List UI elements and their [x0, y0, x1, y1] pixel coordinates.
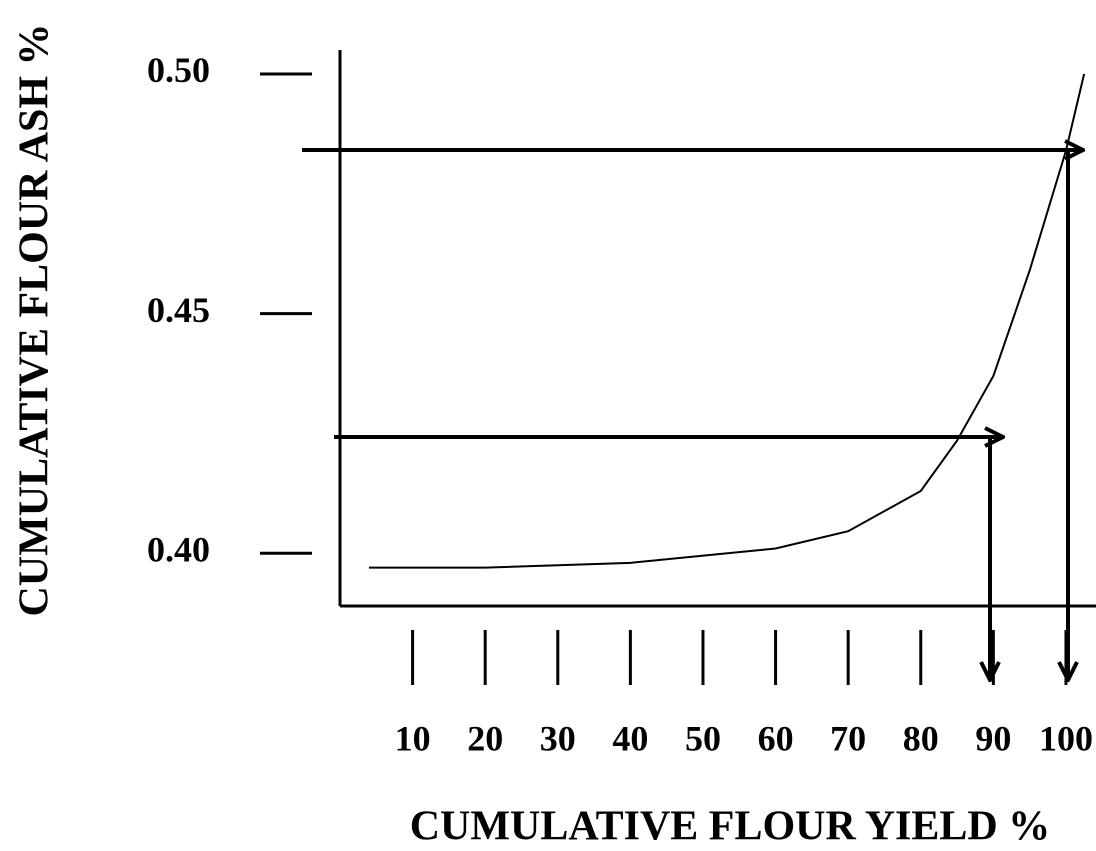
x-tick-label: 40	[612, 718, 648, 758]
x-tick-label: 90	[975, 718, 1011, 758]
x-axis-title: CUMULATIVE FLOUR YIELD %	[410, 804, 1051, 850]
x-tick-label: 10	[395, 718, 431, 758]
y-axis-title: CUMULATIVE FLOUR ASH %	[12, 23, 58, 616]
x-tick-label: 30	[540, 718, 576, 758]
x-tick-label: 50	[685, 718, 721, 758]
x-tick-label: 70	[830, 718, 866, 758]
y-tick-label: 0.40	[147, 530, 210, 570]
annotation-arrows	[302, 150, 1083, 680]
y-tick-label: 0.45	[147, 290, 210, 330]
x-tick-label: 60	[758, 718, 794, 758]
x-tick-label: 20	[467, 718, 503, 758]
y-tick-label: 0.50	[147, 50, 210, 90]
x-tick-label: 80	[903, 718, 939, 758]
x-tick-label: 100	[1039, 718, 1093, 758]
curve	[369, 73, 1086, 569]
